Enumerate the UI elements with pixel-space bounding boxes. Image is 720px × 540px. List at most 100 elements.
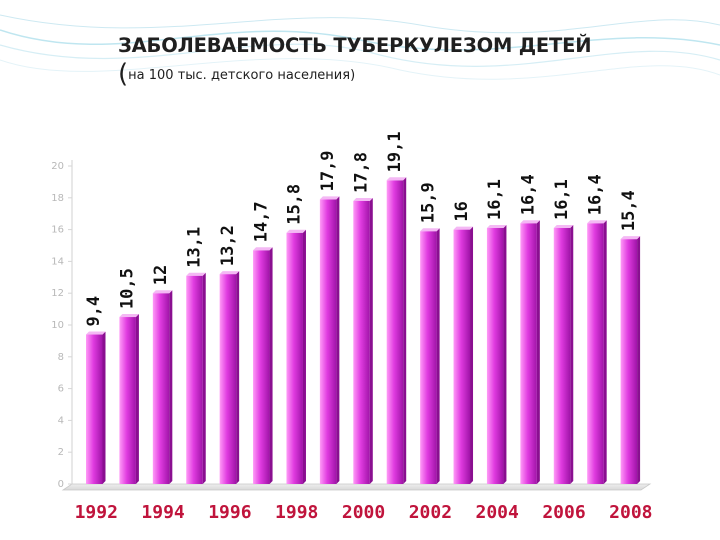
data-label: 19,1 bbox=[385, 131, 405, 172]
y-tick-label: 6 bbox=[58, 384, 64, 395]
bar-side bbox=[369, 197, 373, 485]
bar-top bbox=[219, 271, 240, 275]
x-tick-label: 1998 bbox=[275, 502, 318, 523]
decorative-wave bbox=[0, 14, 720, 80]
y-tick-label: 16 bbox=[51, 225, 64, 236]
bar bbox=[219, 274, 237, 484]
x-axis-labels-layer: 1992 1994 1996 1998 2000 2002 2004 2006 2008 bbox=[75, 502, 653, 523]
chart-subtitle: (на 100 тыс. детского населения) bbox=[118, 59, 678, 89]
data-label: 17,8 bbox=[352, 152, 372, 193]
bar-top bbox=[420, 228, 440, 232]
bar bbox=[386, 180, 404, 484]
bar-top bbox=[186, 272, 206, 276]
subtitle-paren: ( bbox=[118, 59, 129, 89]
y-tick-label: 0 bbox=[58, 479, 64, 490]
bar-top bbox=[286, 229, 306, 233]
data-label: 14,7 bbox=[251, 201, 271, 242]
bar-side bbox=[570, 225, 574, 484]
data-label: 15,9 bbox=[418, 182, 438, 223]
bar bbox=[186, 275, 203, 484]
y-tick-label: 2 bbox=[58, 447, 64, 458]
bar bbox=[553, 228, 571, 484]
bar-side bbox=[269, 247, 273, 484]
data-label: 16 bbox=[452, 201, 472, 221]
bar-top bbox=[453, 226, 474, 230]
y-tick-label: 4 bbox=[58, 415, 64, 426]
chart-title: ЗАБОЛЕВАЕМОСТЬ ТУБЕРКУЛЕЗОМ ДЕТЕЙ bbox=[118, 34, 592, 57]
axes-layer: 0 2 4 6 8 10 12 14 16 18 20 bbox=[51, 160, 652, 491]
x-tick-label: 1992 bbox=[75, 502, 118, 523]
bar-top bbox=[152, 290, 173, 294]
bar-side bbox=[436, 228, 440, 484]
value-labels-layer: 9,4 10,5 12 13,1 13,2 14,7 15,8 17,9 17,8 19,1 15,… bbox=[84, 131, 639, 326]
bar bbox=[620, 239, 638, 484]
bar-side bbox=[169, 290, 173, 484]
bar bbox=[420, 231, 437, 484]
wave-line bbox=[0, 14, 720, 34]
y-tick-label: 14 bbox=[51, 256, 64, 267]
data-label: 15,4 bbox=[619, 190, 639, 231]
bar-top bbox=[319, 196, 340, 200]
bar-side bbox=[102, 331, 106, 484]
x-tick-label: 1994 bbox=[141, 502, 185, 523]
bar bbox=[453, 229, 471, 484]
bar bbox=[587, 223, 604, 485]
bar bbox=[520, 223, 537, 485]
chart-floor bbox=[61, 483, 652, 491]
bar-side bbox=[236, 271, 240, 484]
bar-top bbox=[520, 220, 540, 224]
bars-layer bbox=[86, 177, 641, 485]
bar bbox=[253, 250, 270, 484]
x-tick-label: 1996 bbox=[208, 502, 251, 523]
y-tick-label: 10 bbox=[51, 320, 64, 331]
data-label: 9,4 bbox=[84, 296, 104, 327]
data-label: 16,4 bbox=[519, 174, 539, 215]
data-label: 10,5 bbox=[118, 268, 138, 309]
bar-top bbox=[86, 331, 106, 335]
bar bbox=[152, 293, 170, 484]
bar-side bbox=[603, 220, 607, 485]
bar-top bbox=[386, 177, 407, 181]
bar-side bbox=[302, 229, 306, 484]
bar-top bbox=[553, 225, 574, 229]
x-tick-label: 2000 bbox=[342, 502, 385, 523]
bar bbox=[86, 334, 103, 484]
wave-line bbox=[0, 58, 720, 80]
bar-top bbox=[353, 197, 373, 201]
y-tick-label: 12 bbox=[51, 288, 64, 299]
data-label: 15,8 bbox=[285, 184, 305, 225]
x-tick-label: 2006 bbox=[542, 502, 585, 523]
bar-top bbox=[119, 314, 139, 318]
data-label: 16,1 bbox=[485, 179, 505, 220]
data-label: 16,4 bbox=[585, 174, 605, 215]
bar-top bbox=[253, 247, 273, 251]
data-label: 16,1 bbox=[552, 179, 572, 220]
bar-side bbox=[336, 196, 340, 484]
data-label: 12 bbox=[151, 265, 171, 285]
bar-side bbox=[503, 225, 507, 484]
bar-side bbox=[202, 272, 206, 484]
bar bbox=[486, 228, 504, 484]
data-label: 13,2 bbox=[218, 225, 238, 266]
bar bbox=[286, 232, 303, 484]
bar-side bbox=[637, 236, 641, 484]
bar-top bbox=[486, 225, 507, 229]
subtitle-text: на 100 тыс. детского населения) bbox=[128, 68, 356, 83]
data-label: 17,9 bbox=[318, 150, 338, 191]
bar-top bbox=[620, 236, 641, 240]
wave-line bbox=[0, 43, 720, 67]
wave-line bbox=[0, 29, 720, 51]
x-tick-label: 2004 bbox=[476, 502, 520, 523]
data-label: 13,1 bbox=[184, 227, 204, 268]
bar bbox=[119, 317, 136, 484]
y-tick-label: 18 bbox=[51, 193, 64, 204]
bar bbox=[319, 199, 337, 484]
bar bbox=[353, 200, 370, 485]
bar-side bbox=[536, 220, 540, 485]
bar-side bbox=[135, 314, 139, 484]
bar-side bbox=[403, 177, 407, 484]
bar-side bbox=[470, 226, 474, 484]
y-tick-label: 20 bbox=[51, 161, 64, 172]
title-block: ЗАБОЛЕВАЕМОСТЬ ТУБЕРКУЛЕЗОМ ДЕТЕЙ (на 10… bbox=[118, 34, 678, 89]
x-tick-label: 2002 bbox=[409, 502, 452, 523]
